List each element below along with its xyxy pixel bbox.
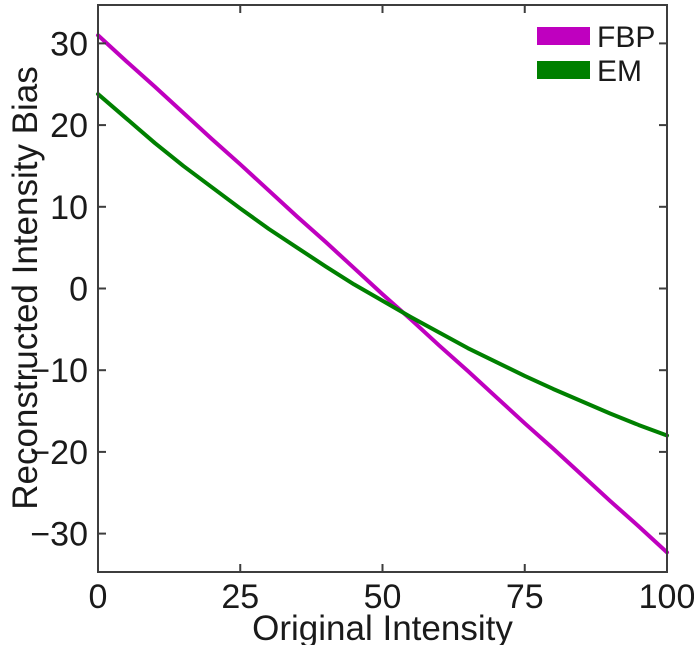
legend-label-em: EM xyxy=(597,55,642,88)
x-tick-label: 75 xyxy=(506,578,544,616)
y-tick-label: 10 xyxy=(50,189,88,227)
y-tick-label: −30 xyxy=(30,516,88,554)
x-tick-label: 50 xyxy=(364,578,402,616)
x-axis-title: Original Intensity xyxy=(252,609,513,645)
plot-box xyxy=(97,4,668,573)
axes-layer xyxy=(97,4,668,573)
x-tick-label: 25 xyxy=(221,578,259,616)
y-tick-label: 0 xyxy=(69,271,88,309)
series-line-fbp xyxy=(96,33,669,555)
x-tick-label: 100 xyxy=(639,578,694,616)
y-tick-label: 20 xyxy=(50,107,88,145)
y-tick-label: 30 xyxy=(50,25,88,63)
series-line-em xyxy=(96,92,669,438)
legend-swatch-em xyxy=(537,61,590,79)
legend-label-fbp: FBP xyxy=(597,21,655,54)
y-axis-title: Reconstructed Intensity Bias xyxy=(6,66,45,510)
x-tick-label: 0 xyxy=(89,578,108,616)
legend-swatch-fbp xyxy=(537,27,590,45)
series-layer xyxy=(96,33,669,555)
y-tick-label: −10 xyxy=(30,352,88,390)
y-tick-label: −20 xyxy=(30,434,88,472)
label-layer: Original Intensity Reconstructed Intensi… xyxy=(6,25,694,648)
